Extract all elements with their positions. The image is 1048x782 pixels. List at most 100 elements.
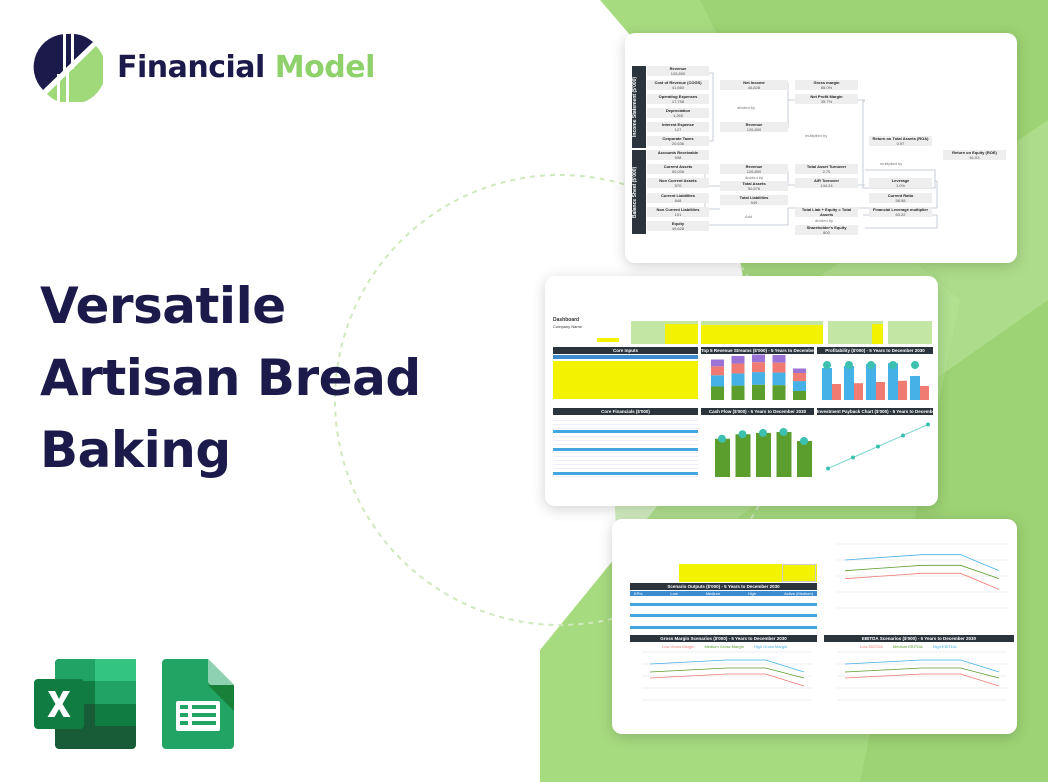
revenue-bar xyxy=(910,376,920,400)
roe-box: Return on Equity (ROE) 61.03 xyxy=(943,150,1006,160)
metric-label: Current Ratio xyxy=(887,193,914,198)
profitability-header: Profitability ($'000) - 5 Years to Decem… xyxy=(817,347,933,354)
metric-label: Total Asset Turnover xyxy=(806,164,847,169)
operator-label: multiplied by xyxy=(805,133,828,138)
metric-value: 58.98 xyxy=(895,198,906,203)
headline-line-2: Artisan Bread xyxy=(40,349,421,407)
legend-item: Medium EBITDA xyxy=(892,644,923,649)
ebitda-bar xyxy=(876,382,885,400)
revenue-stack-segment xyxy=(752,384,765,400)
logo: Financial Model xyxy=(33,32,375,102)
metric-value: 20,636 xyxy=(671,141,685,146)
payback-point xyxy=(851,455,855,460)
brand-name-part1: Financial xyxy=(117,49,265,85)
ebitda-bar xyxy=(832,384,841,400)
scenario-charts xyxy=(642,543,1007,701)
metric-label: Total Liab + Equity = Total Assets xyxy=(801,207,852,217)
dashboard-charts xyxy=(711,354,930,477)
metric-value: 61.03 xyxy=(969,155,980,160)
revenue-bar xyxy=(866,364,876,400)
high-scenario-line xyxy=(844,554,1000,572)
cash-flow-bar xyxy=(776,432,792,477)
metric-label: Total Assets xyxy=(742,181,766,186)
metric-value: 35.7% xyxy=(820,99,833,104)
metric-value: 126,800 xyxy=(746,127,762,132)
net-cash-point xyxy=(759,428,767,437)
revenue-stack-segment xyxy=(793,381,806,391)
cash-flow-bar xyxy=(735,434,751,477)
column-header: Active (Medium) xyxy=(784,591,813,596)
ratio-box: Shareholder's Equity 800 xyxy=(795,225,858,235)
metric-label: Shareholder's Equity xyxy=(806,225,847,230)
margin-point xyxy=(845,361,853,369)
high-scenario-line xyxy=(844,659,1000,673)
revenue-stack-segment xyxy=(711,386,724,400)
revenue-streams-header: Top 5 Revenue Streams ($'000) - 5 Years … xyxy=(701,347,814,354)
column-header: High xyxy=(747,591,757,596)
metric-label: Corporate Taxes xyxy=(662,136,694,141)
headline-line-3: Baking xyxy=(40,421,231,479)
input-metric-box: Non Current Assets 570 xyxy=(647,178,709,188)
metric-label: Non Current Assets xyxy=(659,178,697,183)
legend-item: Medium Gross Margin xyxy=(704,644,744,649)
metric-value: 998 xyxy=(674,155,682,160)
metric-label: Revenue xyxy=(745,164,763,169)
dashboard-card: Dashboard Company Name Core Inputs Top 5… xyxy=(545,276,938,506)
revenue-stack-segment xyxy=(793,391,806,400)
intermediate-metric-box: Revenue 126,800 xyxy=(720,122,788,132)
low-scenario-line xyxy=(844,572,1000,590)
payback-point xyxy=(876,444,880,449)
metric-label: Gross margin xyxy=(813,80,840,85)
dupont-analysis-card: Income Statement ($'000) Balance Sheet (… xyxy=(625,33,1017,263)
revenue-stack-segment xyxy=(711,366,724,376)
metric-label: Non Current Liabilities xyxy=(656,207,700,212)
revenue-stack-segment xyxy=(793,373,806,382)
med-scenario-line xyxy=(844,667,1000,679)
core-inputs-header: Core Inputs xyxy=(553,347,698,354)
metric-value: 46,828 xyxy=(747,85,761,90)
revenue-stack-segment xyxy=(793,368,806,373)
metric-value: 2.70 xyxy=(822,169,831,174)
high-scenario-line xyxy=(649,659,805,673)
input-metric-box: Accounts Receivable 998 xyxy=(647,150,709,160)
revenue-bar xyxy=(822,368,832,400)
net-cash-point xyxy=(738,430,747,439)
metric-label: Current Assets xyxy=(663,164,693,169)
cash-flow-bar xyxy=(756,432,771,477)
operator-label: multiplied by xyxy=(880,161,903,166)
metric-value: 126,800 xyxy=(746,169,762,174)
revenue-stack-segment xyxy=(711,375,724,387)
operator-label: divided by xyxy=(745,175,764,180)
metric-value: 144.24 xyxy=(820,183,833,188)
metric-value: 65.0% xyxy=(820,85,833,90)
company-name: Company Name xyxy=(553,324,582,329)
input-metric-box: Corporate Taxes 20,636 xyxy=(647,136,709,146)
metric-value: 50,006 xyxy=(671,169,685,174)
net-cash-point xyxy=(800,437,808,445)
margin-point xyxy=(867,361,875,369)
cash-flow-bar xyxy=(715,438,730,477)
payback-point xyxy=(926,422,930,427)
ratio-box: Leverage 1.0% xyxy=(869,178,932,188)
revenue-bar xyxy=(844,366,854,400)
revenue-stack-segment xyxy=(731,373,745,386)
operator-label: Add xyxy=(745,214,753,219)
revenue-stack-segment xyxy=(752,354,765,363)
med-scenario-line xyxy=(844,564,1000,580)
headline-line-1: Versatile xyxy=(40,277,286,335)
input-metric-box: Current Assets 50,006 xyxy=(647,164,709,174)
margin-point xyxy=(911,361,919,369)
metric-value: 127 xyxy=(674,127,682,132)
metric-value: 50,576 xyxy=(747,186,761,191)
metric-value: 17,758 xyxy=(671,99,685,104)
metric-label: Total Liabilities xyxy=(739,195,769,200)
column-header: Low xyxy=(670,591,678,596)
metric-label: Revenue xyxy=(669,66,687,71)
intermediate-metric-box: Total Liabilities 949 xyxy=(720,195,788,205)
input-metric-box: Depreciation 1,265 xyxy=(647,108,709,118)
net-cash-point xyxy=(779,428,788,436)
column-header: Medium xyxy=(705,591,720,596)
metric-value: 800 xyxy=(823,230,830,235)
cash-flow-header: Cash Flow ($'000) - 5 Years to December … xyxy=(701,408,814,415)
metric-label: Interest Expense xyxy=(661,122,694,127)
